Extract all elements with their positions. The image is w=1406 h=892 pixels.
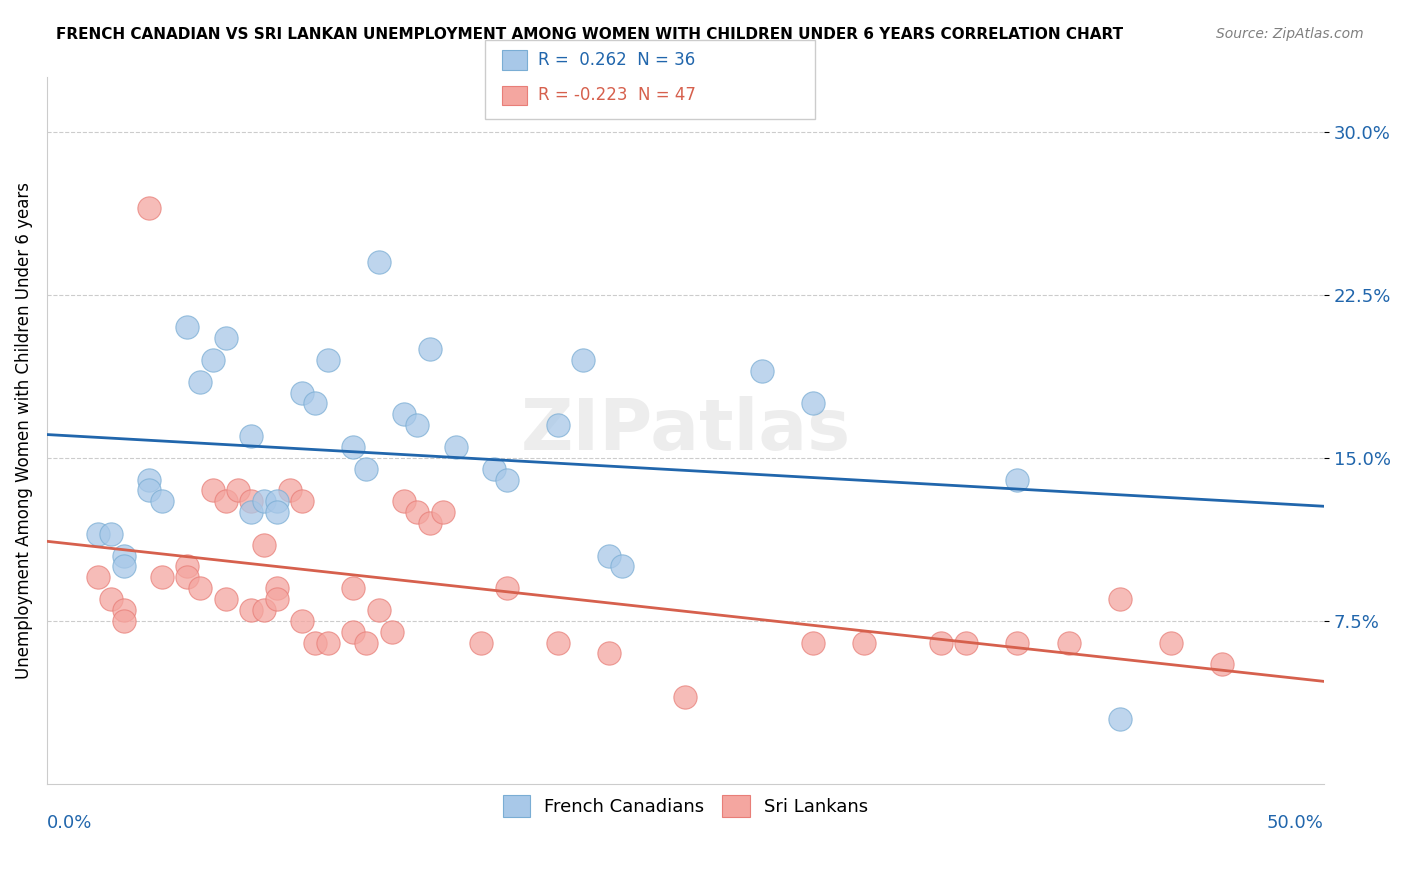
Point xyxy=(801,396,824,410)
Point xyxy=(112,614,135,628)
Point xyxy=(419,516,441,530)
Point xyxy=(176,559,198,574)
Point xyxy=(354,635,377,649)
Point xyxy=(266,592,288,607)
Point xyxy=(304,635,326,649)
Point xyxy=(188,581,211,595)
Point xyxy=(598,647,620,661)
Point xyxy=(228,483,250,498)
Legend: French Canadians, Sri Lankans: French Canadians, Sri Lankans xyxy=(495,788,876,824)
Point xyxy=(482,461,505,475)
Point xyxy=(853,635,876,649)
Point xyxy=(1211,657,1233,672)
Point xyxy=(188,375,211,389)
Point xyxy=(240,505,263,519)
Point xyxy=(253,603,276,617)
Point xyxy=(112,559,135,574)
Point xyxy=(419,342,441,356)
Point xyxy=(598,549,620,563)
Point xyxy=(87,570,110,584)
Point xyxy=(751,364,773,378)
Point xyxy=(673,690,696,704)
Point xyxy=(1007,635,1029,649)
Point xyxy=(201,483,224,498)
Point xyxy=(316,635,339,649)
Point xyxy=(138,201,160,215)
Point xyxy=(201,353,224,368)
Point xyxy=(291,494,314,508)
Point xyxy=(112,603,135,617)
Point xyxy=(1108,592,1130,607)
Point xyxy=(304,396,326,410)
Point xyxy=(801,635,824,649)
Point xyxy=(215,494,238,508)
Point xyxy=(215,331,238,345)
Point xyxy=(1108,712,1130,726)
Point xyxy=(342,624,364,639)
Point xyxy=(381,624,404,639)
Point xyxy=(253,538,276,552)
Point xyxy=(367,255,389,269)
Point xyxy=(291,385,314,400)
Point xyxy=(342,581,364,595)
Point xyxy=(547,635,569,649)
Point xyxy=(547,418,569,433)
Point xyxy=(176,570,198,584)
Point xyxy=(444,440,467,454)
Point xyxy=(955,635,977,649)
Text: ZIPatlas: ZIPatlas xyxy=(520,396,851,465)
Point xyxy=(1007,473,1029,487)
Text: Source: ZipAtlas.com: Source: ZipAtlas.com xyxy=(1216,27,1364,41)
Point xyxy=(176,320,198,334)
Point xyxy=(112,549,135,563)
Point xyxy=(138,483,160,498)
Point xyxy=(354,461,377,475)
Point xyxy=(240,429,263,443)
Text: FRENCH CANADIAN VS SRI LANKAN UNEMPLOYMENT AMONG WOMEN WITH CHILDREN UNDER 6 YEA: FRENCH CANADIAN VS SRI LANKAN UNEMPLOYME… xyxy=(56,27,1123,42)
Point xyxy=(266,505,288,519)
Point xyxy=(150,494,173,508)
Point xyxy=(240,494,263,508)
Text: R = -0.223  N = 47: R = -0.223 N = 47 xyxy=(538,87,696,104)
Point xyxy=(610,559,633,574)
Text: R =  0.262  N = 36: R = 0.262 N = 36 xyxy=(538,51,696,69)
Point xyxy=(316,353,339,368)
Point xyxy=(266,581,288,595)
Point xyxy=(367,603,389,617)
Point xyxy=(240,603,263,617)
Point xyxy=(266,494,288,508)
Point xyxy=(406,418,429,433)
Text: 0.0%: 0.0% xyxy=(46,814,93,832)
Point xyxy=(138,473,160,487)
Point xyxy=(253,494,276,508)
Y-axis label: Unemployment Among Women with Children Under 6 years: Unemployment Among Women with Children U… xyxy=(15,182,32,679)
Point xyxy=(291,614,314,628)
Point xyxy=(495,473,517,487)
Point xyxy=(929,635,952,649)
Point xyxy=(394,408,416,422)
Point xyxy=(100,592,122,607)
Point xyxy=(342,440,364,454)
Point xyxy=(1160,635,1182,649)
Point xyxy=(1057,635,1080,649)
Point xyxy=(432,505,454,519)
Point xyxy=(572,353,595,368)
Point xyxy=(215,592,238,607)
Point xyxy=(278,483,301,498)
Point xyxy=(100,527,122,541)
Point xyxy=(495,581,517,595)
Point xyxy=(406,505,429,519)
Point xyxy=(394,494,416,508)
Text: 50.0%: 50.0% xyxy=(1267,814,1324,832)
Point xyxy=(150,570,173,584)
Point xyxy=(87,527,110,541)
Point xyxy=(470,635,492,649)
